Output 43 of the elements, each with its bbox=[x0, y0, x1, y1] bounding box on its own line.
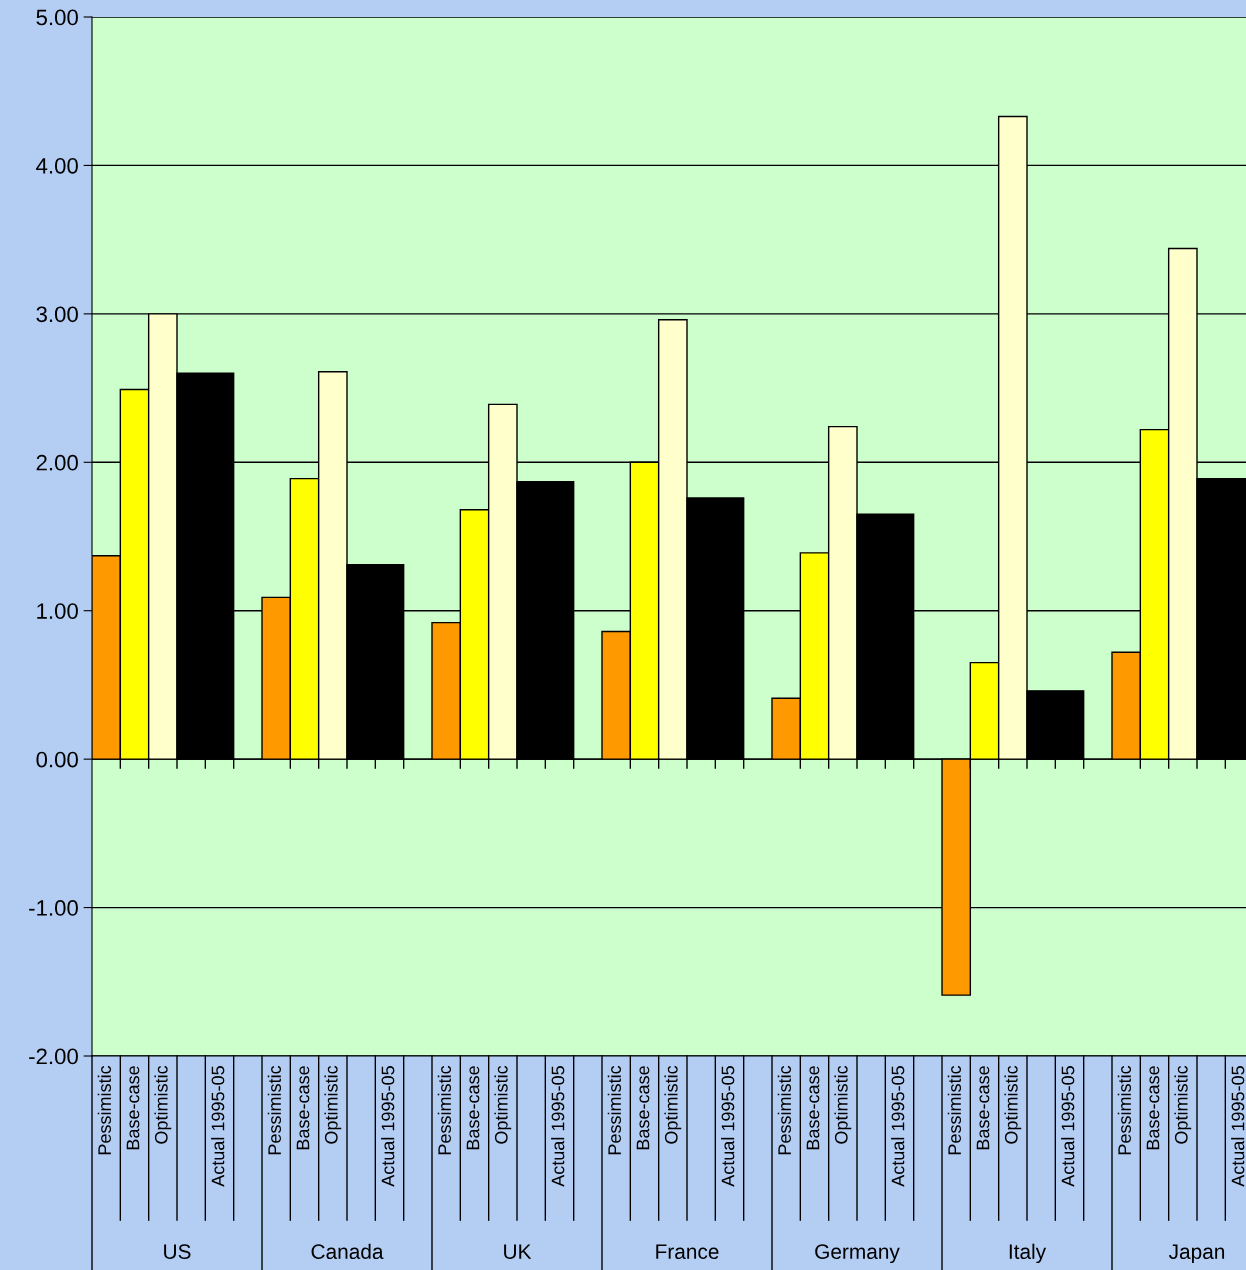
x-tick-label: Actual 1995-05 bbox=[381, 1066, 395, 1187]
x-tick-label: Base-case bbox=[466, 1066, 480, 1150]
y-tick-label: 4.00 bbox=[36, 157, 78, 174]
x-tick-label: Pessimistic bbox=[777, 1065, 792, 1155]
x-tick-label: Optimistic bbox=[834, 1065, 852, 1144]
x-tick-label: Base-case bbox=[976, 1066, 990, 1150]
y-tick-label: -2.00 bbox=[29, 1048, 78, 1065]
y-tick-label: 5.00 bbox=[36, 9, 78, 26]
x-tick-label: Pessimistic bbox=[1117, 1065, 1132, 1155]
text: UK bbox=[504, 1244, 532, 1259]
y-tick-label: 1.00 bbox=[37, 603, 78, 619]
x-tick-label: Pessimistic bbox=[97, 1065, 112, 1155]
text: Germany bbox=[815, 1244, 900, 1264]
x-tick-label: Actual 1995-05 bbox=[891, 1066, 905, 1187]
x-tick-label: Base-case bbox=[806, 1066, 820, 1150]
x-tick-label: Optimistic bbox=[1174, 1065, 1192, 1144]
x-tick-label: Actual 1995-05 bbox=[721, 1066, 735, 1187]
x-tick-label: Optimistic bbox=[494, 1065, 512, 1144]
x-tick-label: Base-case bbox=[296, 1066, 310, 1150]
x-tick-label: Pessimistic bbox=[267, 1065, 282, 1155]
x-tick-label: Actual 1995-05 bbox=[1061, 1066, 1075, 1187]
x-tick-label: Actual 1995-05 bbox=[551, 1066, 565, 1187]
x-tick-label: Base-case bbox=[126, 1066, 140, 1150]
text: France bbox=[656, 1244, 719, 1259]
x-tick-label: Pessimistic bbox=[437, 1065, 452, 1155]
x-tick-label: Optimistic bbox=[324, 1065, 342, 1144]
y-tick-label: -1.00 bbox=[29, 900, 78, 916]
y-tick-label: 2.00 bbox=[36, 454, 78, 471]
x-tick-label: Actual 1995-05 bbox=[211, 1066, 225, 1187]
x-tick-label: Optimistic bbox=[154, 1065, 172, 1144]
x-tick-label: Pessimistic bbox=[607, 1065, 622, 1155]
x-tick-label: Optimistic bbox=[664, 1065, 682, 1144]
x-tick-label: Base-case bbox=[636, 1066, 650, 1150]
y-tick-label: 3.00 bbox=[36, 306, 78, 323]
x-tick-label: Base-case bbox=[1146, 1066, 1160, 1150]
text: US bbox=[164, 1244, 191, 1259]
text: Japan bbox=[1168, 1244, 1225, 1264]
x-tick-label: Pessimistic bbox=[947, 1065, 962, 1155]
y-tick-label: 0.00 bbox=[36, 751, 78, 768]
x-tick-label: Actual 1995-05 bbox=[1231, 1066, 1245, 1187]
text: Canada bbox=[311, 1243, 384, 1259]
x-tick-label: Optimistic bbox=[1004, 1065, 1022, 1144]
text: Italy bbox=[1009, 1243, 1047, 1264]
